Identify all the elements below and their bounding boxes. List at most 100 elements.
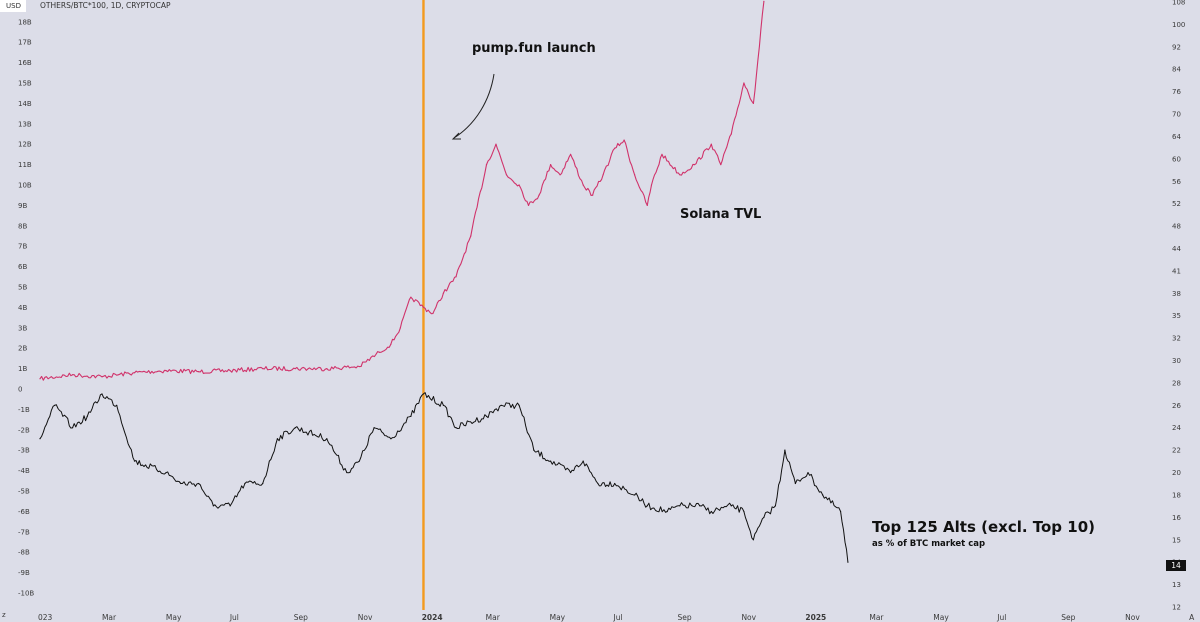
- data-point: [212, 505, 214, 507]
- right-axis-tick: 84: [1172, 66, 1181, 74]
- x-axis-tick: Sep: [678, 613, 692, 622]
- left-axis-tick: 6B: [18, 263, 27, 271]
- data-point: [533, 449, 535, 451]
- data-point: [847, 561, 849, 563]
- data-point: [422, 393, 425, 395]
- right-axis-tick: 56: [1172, 178, 1181, 186]
- right-axis-tick: 64: [1172, 133, 1181, 141]
- data-point: [165, 370, 167, 372]
- data-point: [582, 184, 584, 186]
- right-axis-tick: 108: [1172, 0, 1185, 7]
- price-tag-value: 14: [1171, 561, 1181, 570]
- data-point: [693, 164, 696, 166]
- left-axis-tick: 10B: [18, 182, 32, 190]
- data-point: [399, 327, 401, 329]
- right-axis-tick: 38: [1172, 290, 1181, 298]
- x-axis-tick: 2025: [805, 613, 826, 622]
- tvl-label: Solana TVL: [680, 207, 761, 222]
- x-axis-tick: Nov: [741, 613, 756, 622]
- data-point: [485, 164, 488, 166]
- data-point: [743, 510, 745, 513]
- data-point: [549, 460, 552, 462]
- left-axis-tick: 16B: [18, 59, 32, 67]
- data-point: [71, 374, 74, 376]
- right-axis-tick: 13: [1172, 581, 1181, 589]
- data-point: [752, 539, 754, 541]
- event-arrow: [453, 73, 495, 139]
- right-axis-tick: 26: [1172, 402, 1181, 410]
- data-point: [276, 438, 279, 440]
- data-point: [518, 404, 520, 406]
- right-axis-tick: 48: [1172, 223, 1181, 231]
- data-point: [634, 494, 636, 496]
- right-axis-tick: 100: [1172, 21, 1185, 29]
- data-point: [410, 415, 412, 417]
- left-axis-tick: 13B: [18, 120, 32, 128]
- data-point: [54, 404, 56, 406]
- right-axis-tick: 15: [1172, 536, 1181, 544]
- data-point: [116, 404, 118, 406]
- right-axis-tick: 24: [1172, 424, 1181, 432]
- data-point: [839, 510, 842, 513]
- data-point: [518, 184, 520, 186]
- data-point: [180, 482, 182, 485]
- data-point: [198, 371, 200, 373]
- left-axis-tick: 2B: [18, 345, 27, 353]
- right-axis-tick: 92: [1172, 43, 1181, 51]
- left-axis-tick: -7B: [18, 528, 30, 536]
- x-axis-tick: Sep: [294, 613, 308, 622]
- data-point: [262, 368, 264, 370]
- x-axis-tick: Sep: [1061, 613, 1075, 622]
- event-label: pump.fun launch: [472, 41, 596, 56]
- left-axis: 18B 17B 16B 15B 14B 13B 12B 11B 10B 9B 8B 7B 6B 5B 4B 3…: [2, 18, 34, 619]
- data-point: [485, 415, 488, 417]
- data-point: [666, 510, 668, 513]
- x-axis-tick: 023: [38, 613, 53, 622]
- right-axis-tick: 32: [1172, 335, 1181, 343]
- data-point: [101, 376, 103, 378]
- data-point: [294, 427, 296, 429]
- x-axis-tick: May: [933, 613, 949, 622]
- left-axis-tick: -3B: [18, 447, 30, 455]
- data-point: [101, 393, 103, 395]
- x-axis-tick: May: [166, 613, 182, 622]
- left-axis-tick: 5B: [18, 284, 27, 292]
- data-point: [198, 482, 200, 485]
- data-point: [679, 174, 681, 176]
- data-point: [229, 505, 231, 507]
- left-axis-tick: 17B: [18, 39, 32, 47]
- x-axis-tick: Jul: [613, 613, 623, 622]
- left-axis-tick: 8B: [18, 222, 27, 230]
- data-point: [390, 343, 392, 345]
- data-point: [784, 449, 786, 451]
- x-axis-tick: Jul: [229, 613, 239, 622]
- x-axis-tick: Mar: [102, 613, 117, 622]
- symbol-title: OTHERS/BTC*100, 1D, CRYPTOCAP: [40, 1, 171, 10]
- alts-subtitle: as % of BTC market cap: [872, 539, 985, 549]
- x-axis-tick: Nov: [1125, 613, 1140, 622]
- data-point: [527, 204, 530, 206]
- data-point: [373, 427, 375, 429]
- data-point: [569, 471, 572, 474]
- data-point: [505, 174, 508, 176]
- data-point: [650, 184, 653, 186]
- data-point: [432, 312, 434, 315]
- right-axis-tick: 16: [1172, 514, 1181, 522]
- data-point: [710, 143, 712, 145]
- data-point: [326, 368, 328, 370]
- left-axis-tick: 14B: [18, 100, 32, 108]
- currency-badge[interactable]: USD: [0, 0, 26, 12]
- data-point: [244, 482, 246, 485]
- data-point: [165, 471, 167, 474]
- data-point: [133, 460, 136, 462]
- data-point: [614, 482, 616, 485]
- right-axis-tick: 28: [1172, 379, 1181, 387]
- data-point: [294, 368, 296, 370]
- data-point: [346, 471, 348, 474]
- data-point: [262, 482, 264, 485]
- right-axis-tick: 44: [1172, 245, 1181, 253]
- data-point: [229, 370, 231, 372]
- data-point: [410, 296, 412, 298]
- data-point: [597, 482, 599, 485]
